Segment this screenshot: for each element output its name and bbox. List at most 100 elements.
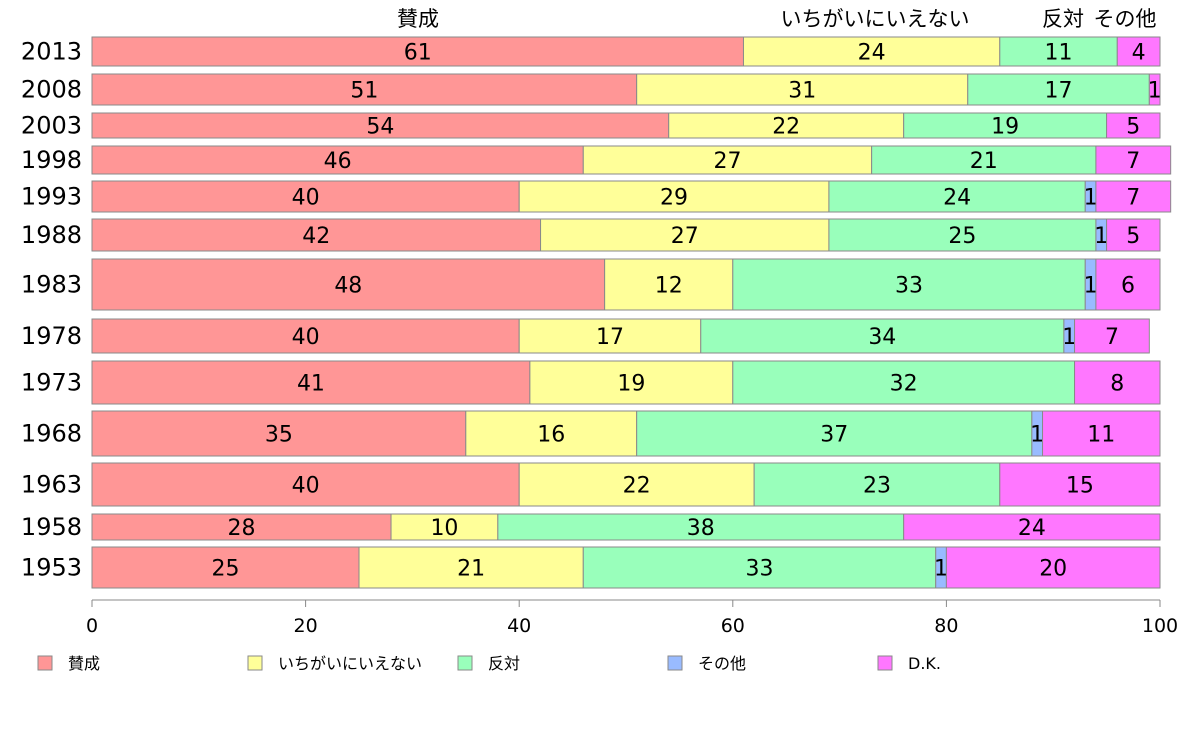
- data-label: 1: [1094, 224, 1108, 249]
- bar-segment: [1074, 360, 1161, 405]
- data-label: 22: [772, 115, 800, 140]
- data-label: 27: [713, 149, 741, 174]
- legend-label: 反対: [488, 654, 520, 673]
- data-label: 25: [948, 224, 976, 249]
- data-label: 32: [890, 372, 918, 397]
- bar-segment: [1095, 258, 1161, 311]
- data-label: 28: [228, 516, 256, 541]
- data-label: 33: [895, 274, 923, 299]
- bar-segment: [999, 462, 1161, 507]
- bar-segment: [465, 410, 638, 457]
- bar-segment: [91, 462, 520, 507]
- bar-segment: [91, 112, 670, 139]
- data-label: 29: [660, 186, 688, 211]
- bar-segment: [903, 112, 1108, 139]
- data-label: 46: [324, 149, 352, 174]
- bar-segment: [91, 513, 392, 541]
- bar-segment: [1095, 145, 1172, 175]
- bar-segment: [1074, 318, 1150, 354]
- bar-segment: [1095, 180, 1172, 213]
- data-label: 42: [302, 224, 330, 249]
- legend: 賛成 いちがいにいえない 反対 その他 D.K.: [37, 654, 941, 673]
- data-label: 7: [1126, 149, 1140, 174]
- bar-segment: [91, 258, 606, 311]
- data-label: 1: [1084, 186, 1098, 211]
- category-label: 1988: [21, 221, 82, 249]
- bar-segment: [828, 180, 1086, 213]
- bar-segment: [529, 360, 734, 405]
- x-tick-label: 60: [721, 615, 745, 637]
- bar-segment: [91, 145, 584, 175]
- data-label: 21: [457, 557, 485, 582]
- data-label: 35: [265, 423, 293, 448]
- data-label: 19: [617, 372, 645, 397]
- bar-segment: [668, 112, 905, 139]
- category-label: 1963: [21, 471, 82, 499]
- data-label: 38: [687, 516, 715, 541]
- bar-segment: [742, 36, 1001, 67]
- column-headers: 賛成 いちがいにいえない 反対 その他: [397, 7, 1157, 31]
- legend-swatch: [877, 655, 893, 671]
- data-label: 61: [404, 41, 432, 66]
- data-label: 24: [858, 41, 886, 66]
- bar-segment: [636, 410, 1033, 457]
- data-label: 41: [297, 372, 325, 397]
- bar-segment: [1106, 112, 1161, 139]
- column-header: その他: [1094, 7, 1157, 31]
- category-label: 1973: [21, 369, 82, 397]
- data-label: 51: [350, 79, 378, 104]
- bar-segment: [903, 513, 1161, 541]
- data-label: 5: [1126, 115, 1140, 140]
- data-label: 5: [1126, 224, 1140, 249]
- bar-segment: [604, 258, 734, 311]
- legend-swatch: [667, 655, 683, 671]
- data-label: 33: [746, 557, 774, 582]
- data-label: 7: [1126, 186, 1140, 211]
- legend-label: D.K.: [908, 654, 941, 673]
- bar-segment: [732, 258, 1086, 311]
- bar-segment: [828, 218, 1097, 252]
- bar-segment: [582, 145, 873, 175]
- bar-segment: [1042, 410, 1161, 457]
- bar-segment: [390, 513, 499, 541]
- bar-segment: [1116, 36, 1161, 67]
- data-label: 16: [537, 423, 565, 448]
- x-tick-label: 20: [294, 615, 318, 637]
- data-label: 40: [292, 474, 320, 499]
- legend-label: その他: [698, 654, 746, 673]
- category-label: 2003: [21, 112, 82, 140]
- data-label: 6: [1121, 274, 1135, 299]
- data-label: 1: [1030, 423, 1044, 448]
- data-label: 15: [1066, 474, 1094, 499]
- data-label: 24: [1018, 516, 1046, 541]
- data-label: 22: [623, 474, 651, 499]
- data-label: 40: [292, 186, 320, 211]
- data-label: 7: [1105, 325, 1119, 350]
- column-header: いちがいにいえない: [781, 7, 970, 31]
- data-label: 31: [788, 79, 816, 104]
- data-label: 1: [1148, 79, 1162, 104]
- x-tick-label: 40: [507, 615, 531, 637]
- legend-swatch: [457, 655, 473, 671]
- bar-segment: [91, 546, 360, 589]
- column-header: 賛成: [397, 7, 439, 31]
- category-label: 1958: [21, 513, 82, 541]
- bar-segment: [91, 36, 744, 67]
- data-label: 10: [430, 516, 458, 541]
- data-label: 4: [1132, 41, 1146, 66]
- category-label: 1983: [21, 271, 82, 299]
- data-label: 24: [943, 186, 971, 211]
- category-label: 1953: [21, 554, 82, 582]
- category-label: 1993: [21, 183, 82, 211]
- bar-segment: [1106, 218, 1161, 252]
- bar-segment: [91, 410, 467, 457]
- data-label: 17: [596, 325, 624, 350]
- data-label: 1: [1062, 325, 1076, 350]
- bar-segment: [91, 73, 638, 106]
- legend-label: いちがいにいえない: [278, 654, 422, 673]
- bar-segment: [358, 546, 584, 589]
- data-label: 11: [1045, 41, 1073, 66]
- x-tick-label: 100: [1142, 615, 1178, 637]
- data-label: 1: [1084, 274, 1098, 299]
- data-label: 27: [671, 224, 699, 249]
